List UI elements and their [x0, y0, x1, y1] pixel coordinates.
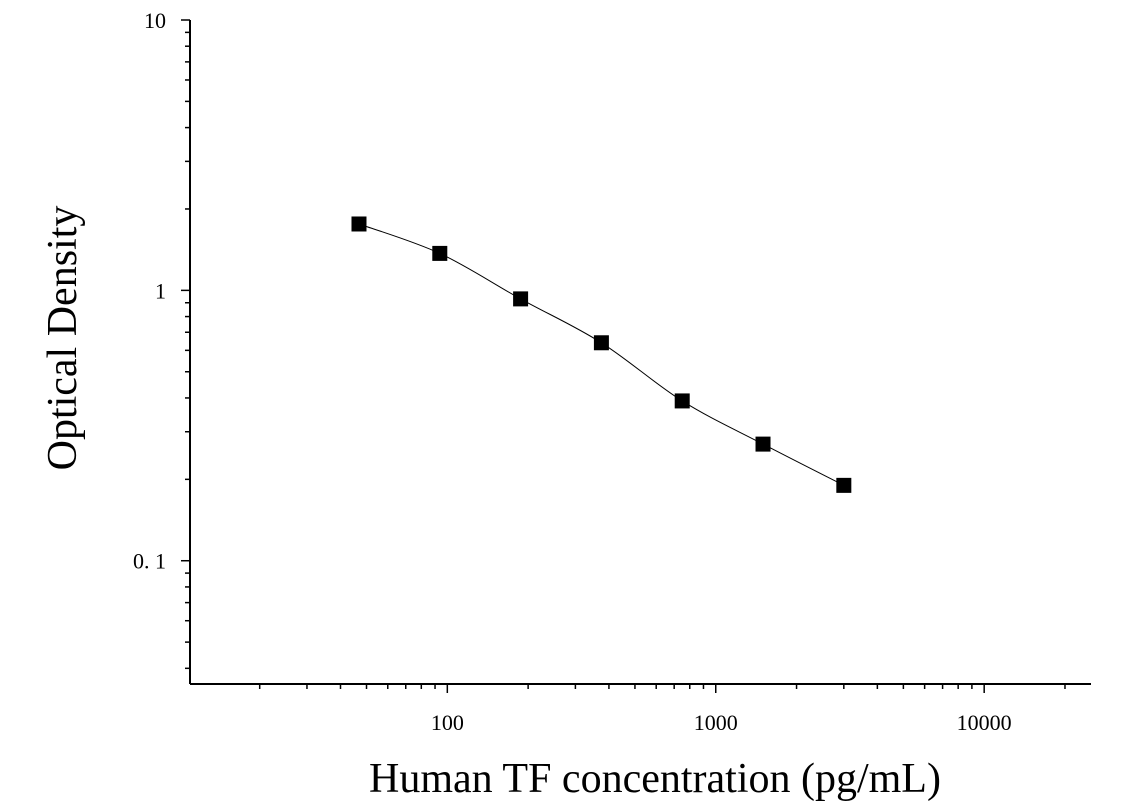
data-point	[836, 477, 852, 493]
x-axis-title: Human TF concentration (pg/mL)	[369, 756, 941, 802]
y-tick-label: 0. 1	[133, 549, 166, 574]
y-tick-label: 10	[144, 8, 166, 33]
y-tick-label: 1	[155, 278, 166, 303]
data-point	[593, 335, 609, 351]
x-tick-label: 1000	[694, 710, 738, 735]
x-tick-label: 100	[431, 710, 464, 735]
data-point	[513, 291, 529, 307]
fit-curve	[358, 223, 845, 486]
fit-curve-layer	[358, 223, 845, 486]
y-axis-title: Optical Density	[40, 206, 86, 471]
data-point	[674, 393, 690, 409]
axis-ticks	[181, 19, 1066, 693]
x-tick-label: 10000	[957, 710, 1012, 735]
data-point	[351, 216, 367, 232]
data-points	[351, 216, 852, 493]
data-point	[432, 245, 448, 261]
tick-labels: 100 1000 10000 0. 1 1 10	[133, 8, 1012, 735]
data-point	[755, 436, 771, 452]
